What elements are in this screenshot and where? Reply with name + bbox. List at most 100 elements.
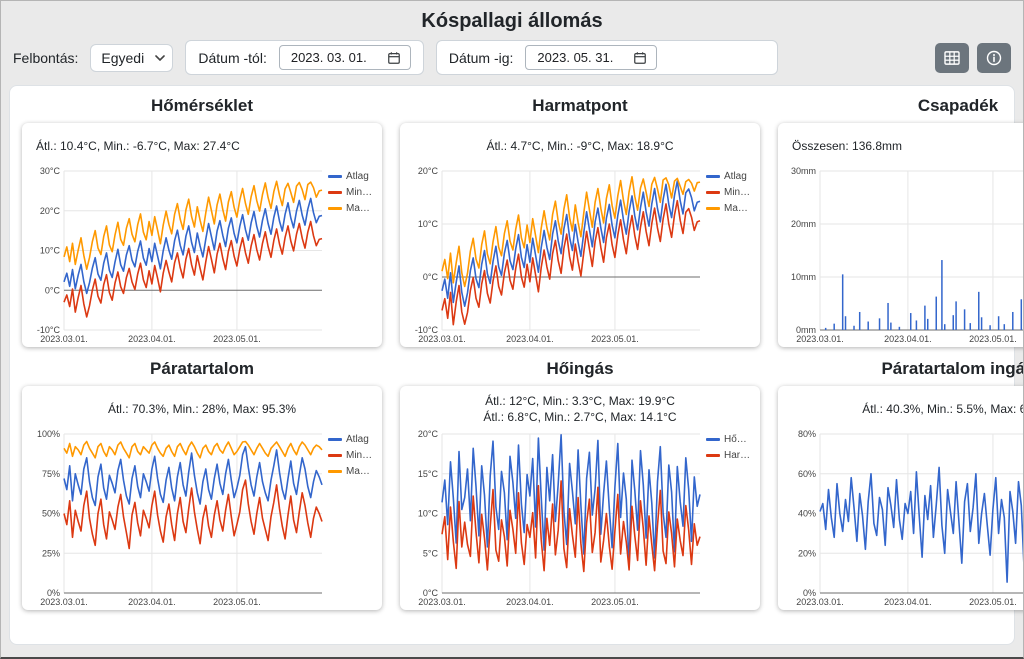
legend-marker bbox=[328, 470, 342, 473]
chart-body: 2023.03.01. 2023.04.01. 2023.05.01. 0% 20% 40… bbox=[784, 426, 1024, 608]
legend-marker bbox=[328, 454, 342, 457]
svg-text:2023.05.01.: 2023.05.01. bbox=[591, 597, 639, 607]
chart-stats-line: Átl.: 12°C, Min.: 3.3°C, Max: 19.9°C bbox=[485, 394, 675, 409]
chart-legend-dewpoint: Átlag Min… Ma… bbox=[706, 163, 754, 345]
resolution-select[interactable]: Egyedi bbox=[90, 43, 174, 72]
calendar-icon[interactable] bbox=[387, 51, 401, 65]
chart-title-temperature: Hőmérséklet bbox=[150, 96, 254, 115]
chart-body: 2023.03.01. 2023.04.01. 2023.05.01. 0% 25% 50… bbox=[28, 426, 376, 608]
svg-text:10mm: 10mm bbox=[791, 272, 816, 282]
legend-marker bbox=[706, 175, 720, 178]
legend-item: Ma… bbox=[328, 203, 376, 214]
svg-text:20mm: 20mm bbox=[791, 219, 816, 229]
chart-card: Átl.: 40.3%, Min.: 5.5%, Max: 63.2% 2023… bbox=[778, 386, 1024, 610]
info-button[interactable] bbox=[977, 42, 1011, 73]
svg-text:2023.05.01.: 2023.05.01. bbox=[213, 597, 261, 607]
legend-label: Ma… bbox=[346, 203, 370, 214]
legend-marker bbox=[706, 438, 720, 441]
svg-text:20%: 20% bbox=[798, 548, 816, 558]
date-from-label: Dátum -tól: bbox=[198, 49, 267, 66]
legend-item: Min… bbox=[328, 450, 376, 461]
legend-marker bbox=[706, 454, 720, 457]
chart-panel-precipitation: Csapadék Összesen: 136.8mm 2023.03.01. 20… bbox=[778, 86, 1024, 347]
legend-marker bbox=[328, 207, 342, 210]
dewpoint-chart[interactable]: 2023.03.01. 2023.04.01. 2023.05.01. -10°C 0°… bbox=[406, 163, 706, 345]
legend-item: Hő… bbox=[706, 434, 754, 445]
svg-text:2023.04.01.: 2023.04.01. bbox=[128, 334, 176, 344]
chart-stats-line: Átl.: 10.4°C, Min.: -6.7°C, Max: 27.4°C bbox=[36, 139, 240, 154]
svg-text:2023.05.01.: 2023.05.01. bbox=[591, 334, 639, 344]
svg-text:-10°C: -10°C bbox=[415, 325, 439, 335]
legend-item: Átlag bbox=[328, 434, 376, 445]
legend-marker bbox=[328, 175, 342, 178]
table-view-button[interactable] bbox=[935, 42, 969, 73]
legend-label: Min… bbox=[346, 450, 373, 461]
chart-panel-temp-range: Hőingás Átl.: 12°C, Min.: 3.3°C, Max: 19… bbox=[400, 349, 760, 610]
svg-text:-10°C: -10°C bbox=[37, 325, 61, 335]
chart-stats-line: Összesen: 136.8mm bbox=[792, 139, 903, 154]
svg-text:0°C: 0°C bbox=[423, 272, 439, 282]
svg-text:20°C: 20°C bbox=[40, 206, 61, 216]
svg-text:2023.03.01.: 2023.03.01. bbox=[40, 334, 88, 344]
svg-text:30°C: 30°C bbox=[40, 166, 61, 176]
legend-label: Átlag bbox=[346, 171, 369, 182]
chart-title-humidity: Páratartalom bbox=[150, 359, 254, 378]
chart-stats-line: Átl.: 40.3%, Min.: 5.5%, Max: 63.2% bbox=[862, 402, 1023, 417]
svg-text:2023.03.01.: 2023.03.01. bbox=[796, 597, 844, 607]
chart-card: Átl.: 4.7°C, Min.: -9°C, Max: 18.9°C 202… bbox=[400, 123, 760, 347]
chart-stats-temp-range: Átl.: 12°C, Min.: 3.3°C, Max: 19.9°C Átl.… bbox=[406, 394, 754, 426]
date-to-box bbox=[525, 45, 658, 70]
temp-range-chart[interactable]: 2023.03.01. 2023.04.01. 2023.05.01. 0°C 5°C 1… bbox=[406, 426, 706, 608]
legend-label: Ma… bbox=[724, 203, 748, 214]
chart-stats-humidity: Átl.: 70.3%, Min.: 28%, Max: 95.3% bbox=[28, 394, 376, 426]
chart-title-humidity-range: Páratartalom ingás bbox=[881, 359, 1024, 378]
legend-item: Ma… bbox=[706, 203, 754, 214]
legend-item: Átlag bbox=[706, 171, 754, 182]
date-from-box bbox=[278, 45, 411, 70]
calendar-icon[interactable] bbox=[633, 51, 647, 65]
chart-card: Átl.: 10.4°C, Min.: -6.7°C, Max: 27.4°C … bbox=[22, 123, 382, 347]
svg-text:20°C: 20°C bbox=[418, 166, 439, 176]
svg-text:80%: 80% bbox=[798, 429, 816, 439]
chart-card: Összesen: 136.8mm 2023.03.01. 2023.04.01.… bbox=[778, 123, 1024, 347]
svg-text:50%: 50% bbox=[42, 509, 60, 519]
chart-card: Átl.: 70.3%, Min.: 28%, Max: 95.3% 2023.… bbox=[22, 386, 382, 610]
precipitation-chart[interactable]: 2023.03.01. 2023.04.01. 2023.05.01. 0mm 10mm… bbox=[784, 163, 1024, 345]
humidity-range-chart[interactable]: 2023.03.01. 2023.04.01. 2023.05.01. 0% 20% 40… bbox=[784, 426, 1024, 608]
legend-label: Har… bbox=[724, 450, 751, 461]
legend-marker bbox=[706, 191, 720, 194]
svg-text:2023.03.01.: 2023.03.01. bbox=[418, 597, 466, 607]
legend-item: Min… bbox=[328, 187, 376, 198]
legend-item: Min… bbox=[706, 187, 754, 198]
chart-title-dewpoint: Harmatpont bbox=[532, 96, 628, 115]
chart-panel-dewpoint: Harmatpont Átl.: 4.7°C, Min.: -9°C, Max:… bbox=[400, 86, 760, 347]
svg-text:2023.05.01.: 2023.05.01. bbox=[969, 334, 1017, 344]
svg-text:5°C: 5°C bbox=[423, 548, 439, 558]
svg-text:10°C: 10°C bbox=[40, 246, 61, 256]
legend-label: Átlag bbox=[724, 171, 747, 182]
chart-panel-temperature: Hőmérséklet Átl.: 10.4°C, Min.: -6.7°C, … bbox=[22, 86, 382, 347]
chart-card: Átl.: 12°C, Min.: 3.3°C, Max: 19.9°C Átl.… bbox=[400, 386, 760, 610]
info-icon bbox=[986, 50, 1002, 66]
legend-label: Min… bbox=[724, 187, 751, 198]
legend-item: Átlag bbox=[328, 171, 376, 182]
svg-text:25%: 25% bbox=[42, 548, 60, 558]
chart-stats-line: Átl.: 70.3%, Min.: 28%, Max: 95.3% bbox=[107, 402, 297, 417]
charts-container: Hőmérséklet Átl.: 10.4°C, Min.: -6.7°C, … bbox=[9, 85, 1023, 645]
svg-text:0°C: 0°C bbox=[45, 285, 61, 295]
svg-text:0%: 0% bbox=[47, 588, 60, 598]
date-to-input[interactable] bbox=[535, 49, 626, 66]
temperature-chart[interactable]: 2023.03.01. 2023.04.01. 2023.05.01. -10°C 0°… bbox=[28, 163, 328, 345]
chart-legend-humidity: Átlag Min… Ma… bbox=[328, 426, 376, 608]
date-from-group: Dátum -tól: bbox=[185, 40, 424, 75]
date-from-input[interactable] bbox=[288, 49, 379, 66]
chart-stats-humidity-range: Átl.: 40.3%, Min.: 5.5%, Max: 63.2% bbox=[784, 394, 1023, 426]
resolution-select-wrap: Egyedi bbox=[90, 43, 174, 72]
humidity-chart[interactable]: 2023.03.01. 2023.04.01. 2023.05.01. 0% 25% 50… bbox=[28, 426, 328, 608]
svg-text:2023.03.01.: 2023.03.01. bbox=[418, 334, 466, 344]
chart-title-precipitation: Csapadék bbox=[917, 96, 999, 115]
chart-body: 2023.03.01. 2023.04.01. 2023.05.01. 0mm 10mm… bbox=[784, 163, 1024, 345]
svg-text:100%: 100% bbox=[37, 429, 60, 439]
svg-text:20°C: 20°C bbox=[418, 429, 439, 439]
